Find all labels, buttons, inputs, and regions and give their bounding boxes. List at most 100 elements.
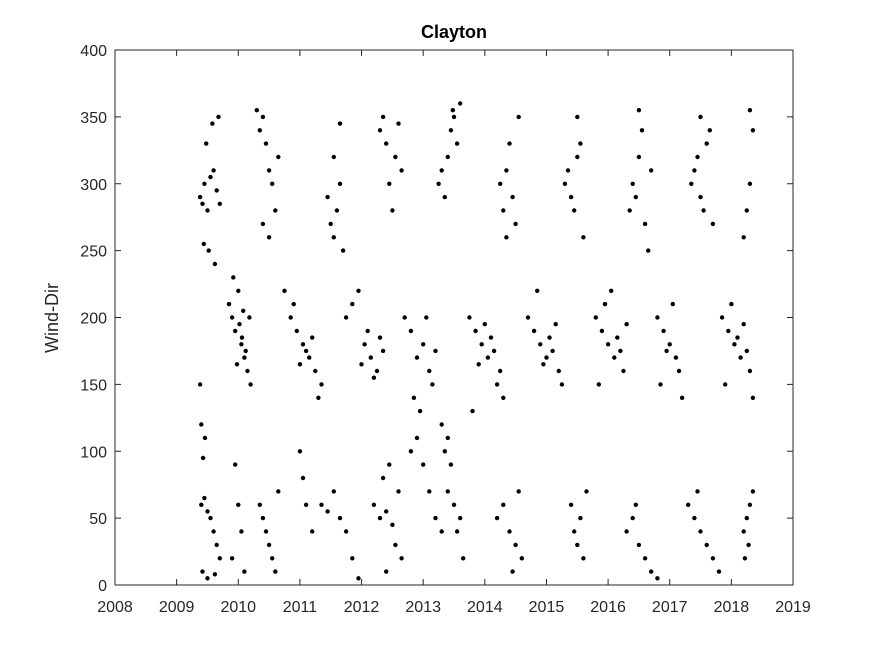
data-point bbox=[300, 342, 306, 347]
data-point bbox=[655, 315, 660, 320]
data-point bbox=[239, 335, 245, 340]
data-point bbox=[575, 114, 580, 120]
data-point bbox=[233, 462, 238, 467]
data-point bbox=[581, 556, 586, 561]
data-point bbox=[257, 128, 262, 133]
data-point bbox=[695, 154, 700, 160]
data-point bbox=[642, 221, 648, 227]
data-point bbox=[390, 208, 395, 213]
data-point bbox=[519, 556, 524, 561]
data-point bbox=[331, 235, 336, 240]
data-point bbox=[202, 495, 207, 501]
data-point bbox=[741, 529, 746, 534]
data-point bbox=[507, 529, 512, 534]
data-point bbox=[242, 569, 247, 574]
data-point bbox=[270, 556, 275, 561]
data-point bbox=[331, 489, 336, 494]
data-point bbox=[726, 328, 731, 334]
data-point bbox=[229, 315, 235, 320]
data-point bbox=[247, 315, 252, 320]
data-point bbox=[513, 542, 518, 548]
data-point bbox=[445, 435, 450, 441]
data-point bbox=[297, 362, 303, 367]
data-point bbox=[368, 355, 373, 360]
data-point bbox=[704, 542, 709, 548]
data-point bbox=[649, 569, 654, 574]
data-point bbox=[216, 114, 221, 120]
data-point bbox=[562, 181, 568, 186]
data-point bbox=[294, 328, 299, 334]
data-point bbox=[371, 502, 377, 507]
data-point bbox=[319, 502, 324, 507]
data-point bbox=[584, 489, 589, 494]
data-point bbox=[430, 382, 435, 387]
data-point bbox=[316, 395, 321, 400]
data-point bbox=[744, 208, 749, 213]
data-point bbox=[260, 114, 266, 120]
data-point bbox=[747, 368, 753, 374]
data-point bbox=[200, 569, 205, 574]
data-point bbox=[245, 368, 250, 374]
data-point bbox=[710, 556, 716, 561]
data-point bbox=[636, 542, 642, 548]
data-point bbox=[458, 101, 463, 106]
y-tick-label: 100 bbox=[80, 444, 107, 461]
data-point bbox=[719, 315, 725, 320]
data-point bbox=[205, 576, 210, 581]
data-point bbox=[516, 114, 521, 120]
data-point bbox=[741, 235, 746, 240]
data-point bbox=[686, 502, 691, 507]
data-point bbox=[510, 569, 515, 574]
data-point bbox=[531, 328, 537, 334]
data-point bbox=[572, 529, 577, 534]
plot-area bbox=[114, 49, 794, 586]
data-point bbox=[544, 355, 549, 360]
data-point bbox=[236, 288, 241, 293]
data-point bbox=[750, 395, 756, 400]
data-point bbox=[337, 181, 343, 186]
data-point bbox=[664, 348, 669, 354]
data-point bbox=[199, 502, 204, 507]
data-point bbox=[408, 449, 414, 454]
data-point bbox=[396, 121, 401, 126]
x-axis: 2008 2009 2010 2011 2012 2013 2014 2015 2016 2017… bbox=[97, 50, 811, 616]
data-point bbox=[399, 168, 404, 173]
data-point bbox=[746, 542, 751, 548]
data-point bbox=[596, 382, 601, 387]
data-point bbox=[231, 275, 236, 280]
data-point bbox=[212, 572, 218, 577]
data-point bbox=[350, 301, 355, 307]
data-point bbox=[568, 502, 574, 507]
data-point bbox=[470, 408, 475, 414]
data-point bbox=[729, 301, 734, 307]
data-point bbox=[525, 315, 531, 320]
data-point bbox=[243, 348, 248, 354]
data-point bbox=[393, 154, 398, 160]
data-points bbox=[197, 101, 756, 581]
data-point bbox=[205, 509, 210, 514]
data-point bbox=[670, 301, 675, 307]
data-point bbox=[710, 221, 716, 227]
data-point bbox=[442, 449, 447, 454]
data-point bbox=[491, 348, 497, 354]
data-point bbox=[300, 475, 306, 481]
data-point bbox=[248, 382, 253, 387]
data-point bbox=[747, 181, 753, 186]
data-point bbox=[297, 449, 303, 454]
data-point bbox=[504, 168, 509, 173]
data-point bbox=[319, 382, 324, 387]
data-point bbox=[750, 489, 756, 494]
x-tick-label: 2009 bbox=[159, 599, 195, 616]
data-point bbox=[350, 556, 355, 561]
data-point bbox=[575, 154, 580, 160]
data-point bbox=[257, 502, 262, 507]
data-point bbox=[538, 342, 543, 347]
data-point bbox=[310, 335, 315, 340]
data-point bbox=[325, 509, 330, 514]
data-point bbox=[510, 194, 515, 200]
data-point bbox=[624, 529, 629, 534]
data-point bbox=[384, 141, 389, 146]
data-point bbox=[356, 576, 361, 581]
data-point bbox=[200, 455, 206, 461]
